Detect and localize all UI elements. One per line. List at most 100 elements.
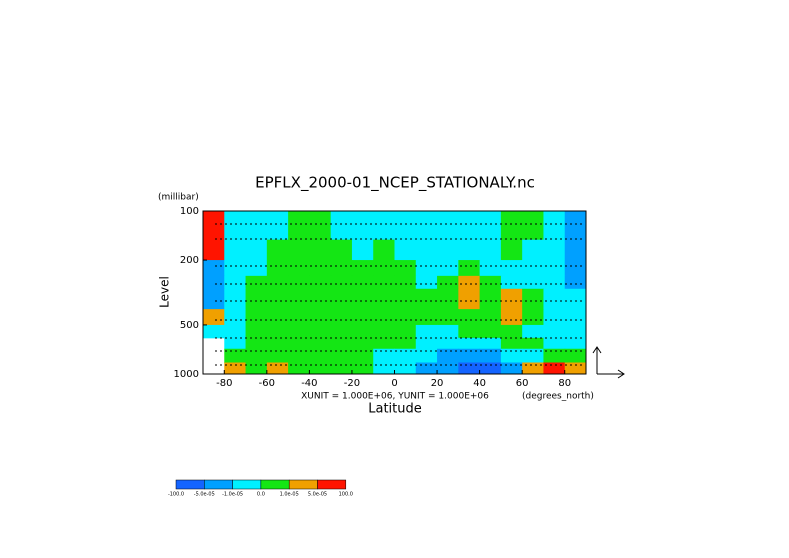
contour-cell xyxy=(564,260,587,277)
contour-cell xyxy=(479,260,502,277)
contour-cell xyxy=(394,275,417,290)
contour-cell xyxy=(415,239,438,261)
contour-cell xyxy=(330,362,353,375)
contour-cell xyxy=(266,239,289,261)
contour-cell xyxy=(479,348,502,363)
contour-cell xyxy=(330,309,353,326)
contour-cell xyxy=(458,337,481,350)
contour-cell xyxy=(500,337,523,350)
contour-cell xyxy=(415,260,438,277)
contour-cell xyxy=(437,362,459,375)
contour-cell xyxy=(224,337,247,350)
contour-cell xyxy=(245,362,268,375)
contour-cell xyxy=(437,309,459,326)
x-tick-label: -20 xyxy=(344,378,360,389)
contour-cell xyxy=(458,211,481,241)
contour-cell xyxy=(415,288,438,310)
contour-cell xyxy=(437,260,459,277)
contour-cell xyxy=(266,309,289,326)
contour-cell xyxy=(266,288,289,310)
x-tick-label: 80 xyxy=(558,378,571,389)
contour-cell xyxy=(543,348,566,363)
contour-cell xyxy=(394,362,417,375)
contour-cell xyxy=(288,211,310,241)
contour-cell xyxy=(543,275,566,290)
axes: -80 -60 -40 -20 0 20 40 60 80 100 200 500 1000 xyxy=(174,206,572,389)
contour-cell xyxy=(543,211,566,241)
contour-cell xyxy=(224,324,247,339)
contour-cell xyxy=(288,348,310,363)
contour-cell xyxy=(564,324,587,339)
contour-cell xyxy=(351,337,374,350)
contour-cell xyxy=(245,211,268,241)
contour-cell xyxy=(500,275,523,290)
x-tick-label: -40 xyxy=(301,378,317,389)
contour-cell xyxy=(351,260,374,277)
contour-cell xyxy=(245,288,268,310)
contour-cell xyxy=(415,337,438,350)
contour-cell xyxy=(224,211,247,241)
vector-rows xyxy=(215,223,584,366)
contour-cell xyxy=(479,362,502,375)
contour-cell xyxy=(415,324,438,339)
contour-cell xyxy=(245,324,268,339)
contour-cell xyxy=(458,239,481,261)
y-unit: (millibar) xyxy=(158,193,199,203)
contour-cell xyxy=(458,260,481,277)
contour-cell xyxy=(394,337,417,350)
contour-cell xyxy=(224,239,247,261)
colorbar-box xyxy=(288,479,318,490)
contour-cell xyxy=(415,309,438,326)
contour-cell xyxy=(266,348,289,363)
contour-cell xyxy=(351,324,374,339)
annotation: XUNIT = 1.000E+06, YUNIT = 1.000E+06 xyxy=(301,392,489,402)
contour-cell xyxy=(500,211,523,241)
contour-cell xyxy=(437,211,459,241)
contour-cell xyxy=(564,309,587,326)
x-axis-label: Latitude xyxy=(368,402,422,417)
contour-cell xyxy=(203,260,225,277)
x-unit: (degrees_north) xyxy=(522,392,594,402)
contour-cell xyxy=(288,362,310,375)
contour-cell xyxy=(415,362,438,375)
reference-arrow-x xyxy=(597,369,625,379)
colorbar-box xyxy=(204,479,233,490)
contour-cell xyxy=(224,288,247,310)
contour-cell xyxy=(394,348,417,363)
contour-cell xyxy=(351,239,374,261)
contour-cell xyxy=(288,324,310,339)
x-tick-label: 20 xyxy=(431,378,444,389)
contour-cell xyxy=(543,239,566,261)
contour-cell xyxy=(330,260,353,277)
colorbar-box xyxy=(232,479,262,490)
contour-cell xyxy=(266,275,289,290)
contour-cell xyxy=(500,260,523,277)
contour-cell xyxy=(415,348,438,363)
contour-cell xyxy=(330,348,353,363)
contour-cell xyxy=(500,239,523,261)
contour-cell xyxy=(500,288,523,310)
contour-cell xyxy=(458,324,481,339)
colorbar-label: -5.0e-05 xyxy=(194,492,215,498)
contour-cell xyxy=(224,260,247,277)
contour-cell xyxy=(543,362,566,375)
contour-cell xyxy=(288,239,310,261)
contour-cell xyxy=(373,309,395,326)
contour-cell xyxy=(351,309,374,326)
contour-cell xyxy=(245,275,268,290)
reference-vector xyxy=(592,346,625,379)
contour-cell xyxy=(203,275,225,290)
contour-cell xyxy=(203,239,225,261)
contour-cell xyxy=(266,337,289,350)
contour-cell xyxy=(288,260,310,277)
contour-cell xyxy=(479,211,502,241)
colorbar-box xyxy=(317,479,347,490)
contour-cell xyxy=(479,337,502,350)
colorbar-box xyxy=(175,479,205,490)
contour-cell xyxy=(224,362,247,375)
contour-cell xyxy=(373,260,395,277)
contour-cell xyxy=(500,309,523,326)
colorbar: -100.0 -5.0e-05 -1.0e-05 0.0 1.0e-05 5.0e-05 1… xyxy=(168,479,353,498)
y-tick-label: 1000 xyxy=(174,369,199,380)
